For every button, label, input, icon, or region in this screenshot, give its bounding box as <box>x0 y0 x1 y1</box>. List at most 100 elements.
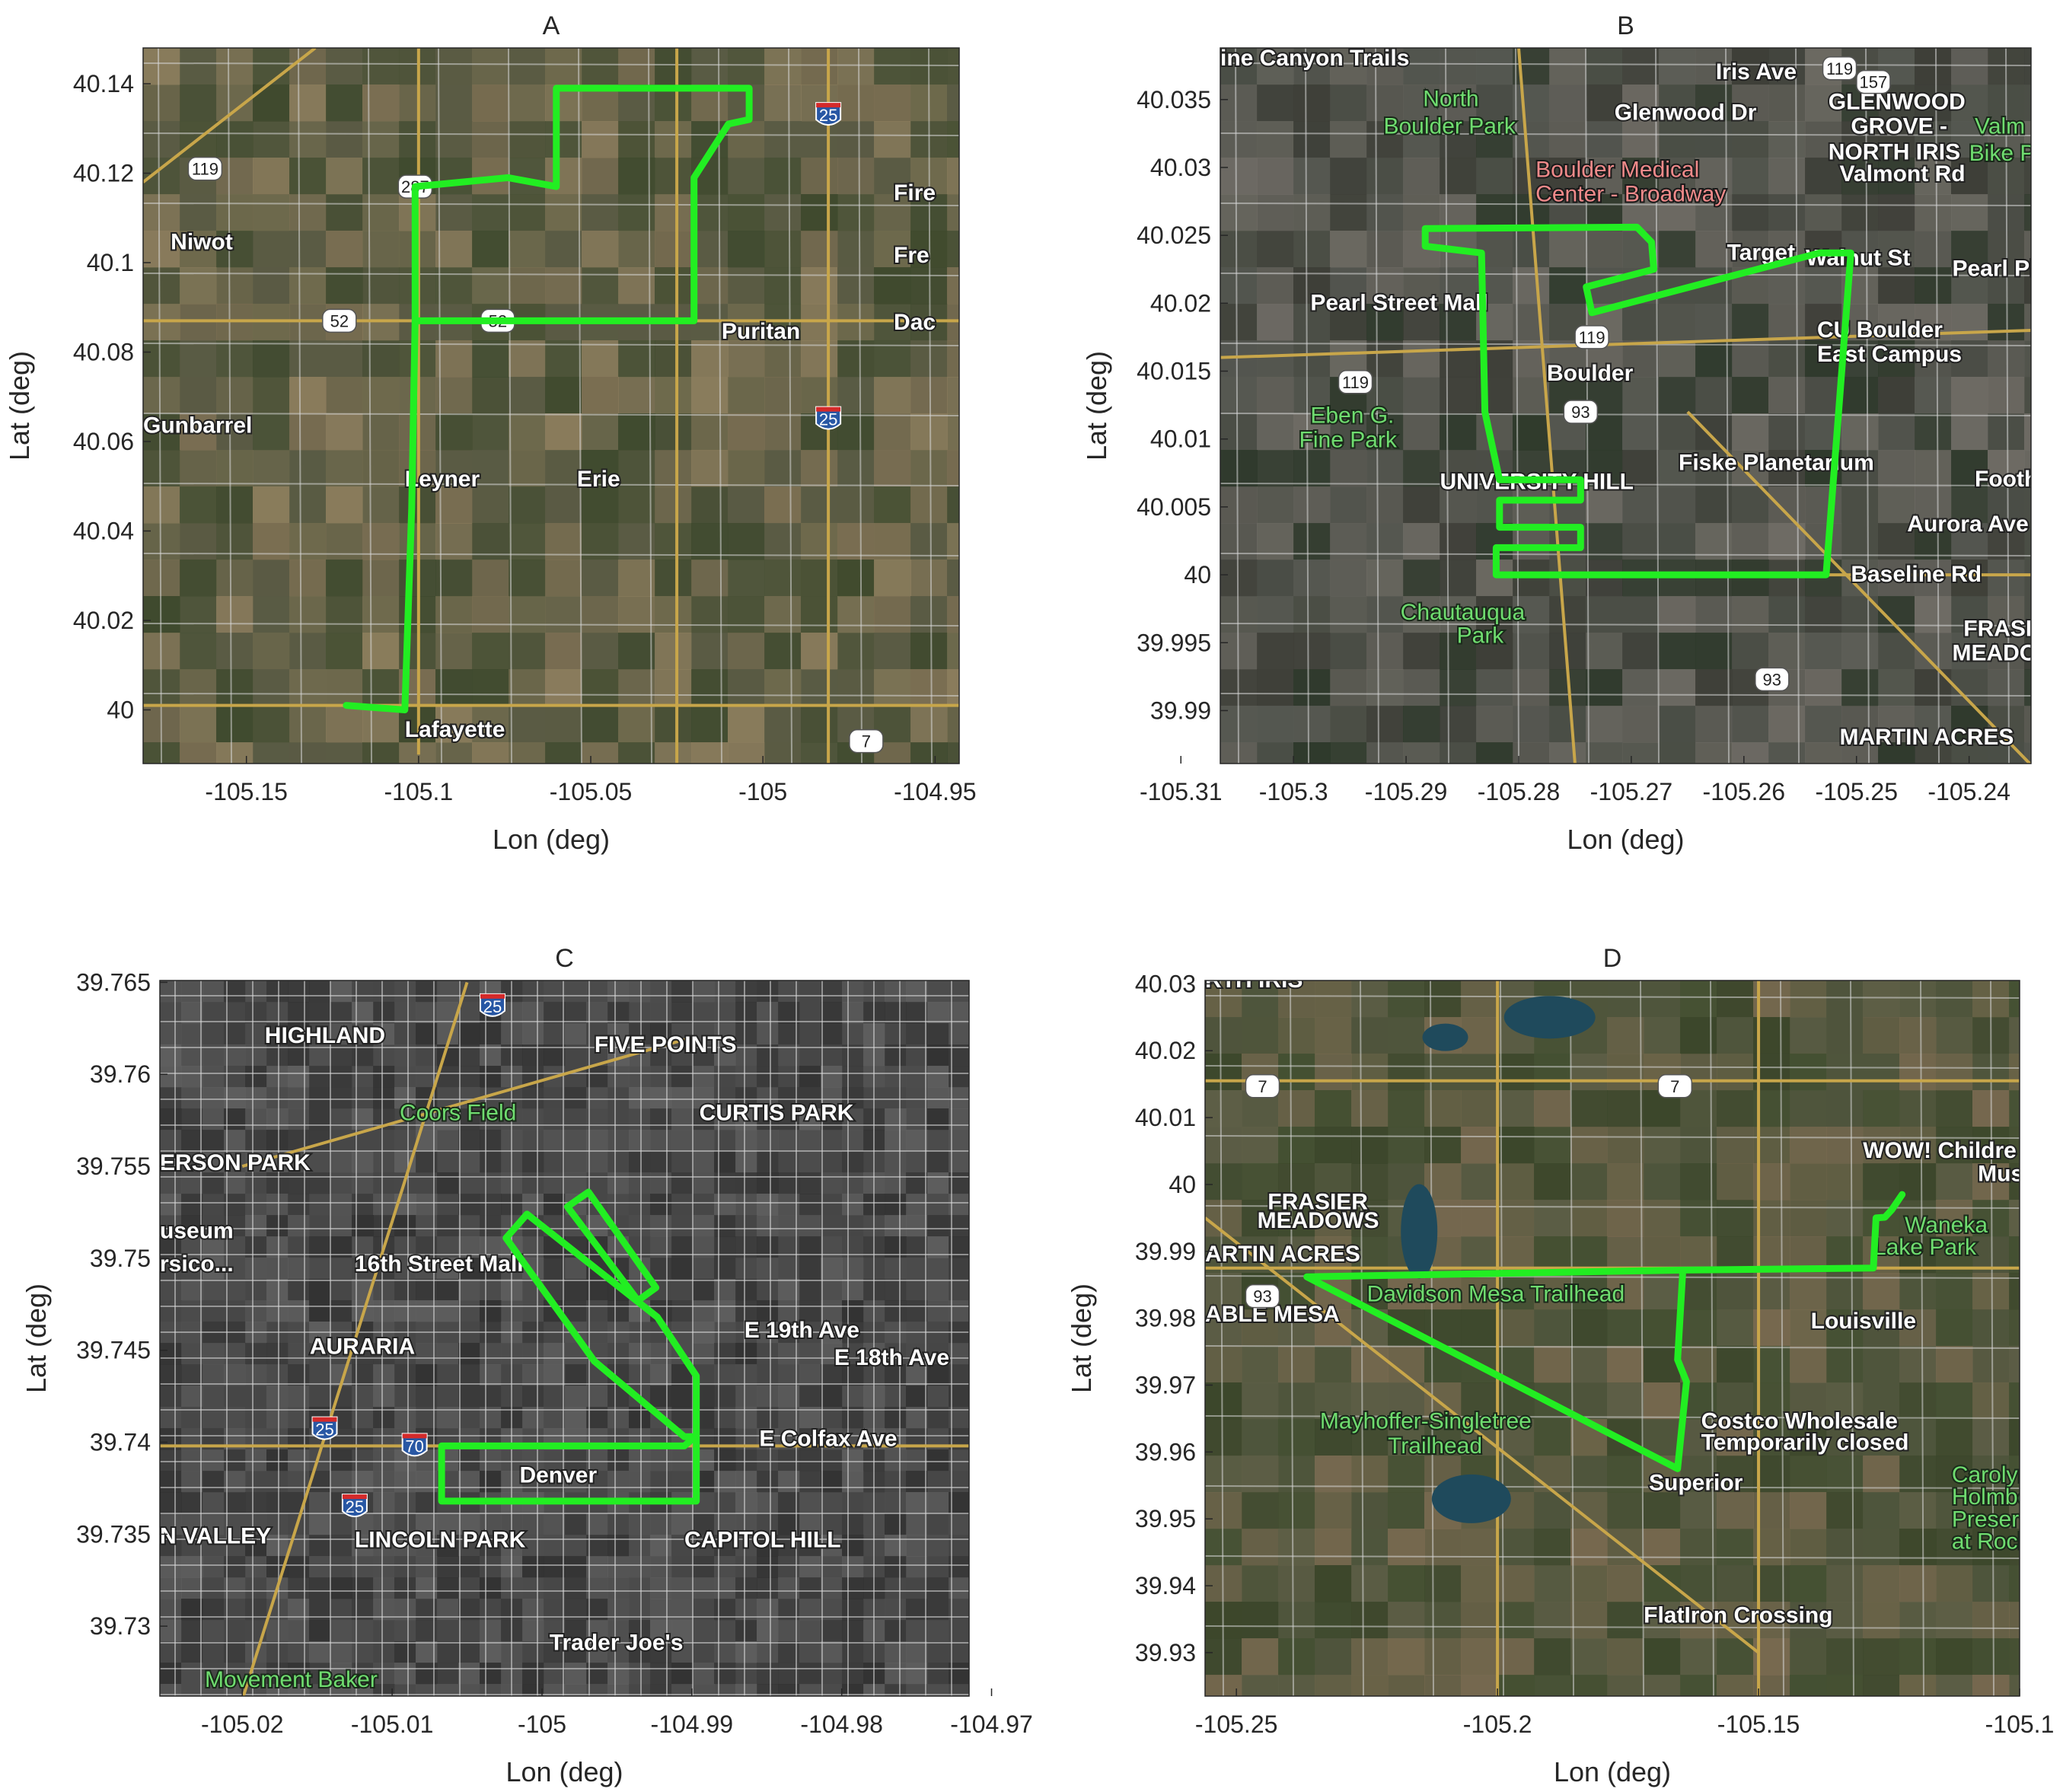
map-place-label: Boulder <box>1547 361 1634 386</box>
y-tick-label: 40.01 <box>1150 426 1211 453</box>
y-tick-label: 40.03 <box>1135 970 1196 997</box>
y-tick-label: 39.755 <box>76 1153 151 1180</box>
map-place-label: FRASIER <box>1267 1189 1368 1214</box>
gps-route-c <box>438 1210 700 1505</box>
map-place-label: Louisville <box>1811 1309 1916 1334</box>
map-place-label: Lake Park <box>1873 1235 1977 1260</box>
y-tick-label: 40.01 <box>1135 1104 1196 1131</box>
x-tick-label: -104.98 <box>800 1711 883 1738</box>
shield-number: 25 <box>315 1421 333 1440</box>
shield-number: 93 <box>1763 670 1781 689</box>
y-tick-label: 39.76 <box>90 1060 151 1088</box>
shield-number: 7 <box>862 732 871 751</box>
map-place-label: Valmont Rd <box>1840 161 1966 187</box>
y-tick-label: 40.02 <box>73 607 134 634</box>
map-place-label: Aurora Ave <box>1907 512 2029 537</box>
map-place-label: Coors Field <box>400 1101 516 1126</box>
map-place-label: useum <box>160 1218 234 1243</box>
map-place-label: Carolyn <box>1952 1462 2030 1487</box>
map-place-label: FIVE POINTS <box>595 1032 737 1057</box>
x-axis-label: Lon (deg) <box>493 824 610 855</box>
shield-number: 25 <box>819 410 837 429</box>
map-place-label: MARTIN ACRES <box>1840 725 2014 750</box>
y-tick-label: 39.96 <box>1135 1438 1196 1465</box>
highway-shield-icon: 93 <box>1563 400 1599 424</box>
y-tick-label: 39.73 <box>90 1612 151 1640</box>
map-place-label: CAPITOL HILL <box>684 1527 841 1552</box>
y-tick-label: 39.98 <box>1135 1305 1196 1332</box>
map-place-label: Superior <box>1649 1470 1743 1495</box>
map-place-label: Temporarily closed <box>1701 1430 1909 1456</box>
y-axis-label: Lat (deg) <box>1066 1283 1097 1393</box>
shield-number: 93 <box>1571 403 1589 422</box>
x-axis-label: Lon (deg) <box>505 1756 623 1787</box>
map-place-label: Niwot <box>171 229 233 254</box>
shield-number: 93 <box>1253 1287 1271 1306</box>
x-tick-label: -105.31 <box>1140 778 1223 805</box>
map-place-label: 16th Street Mall <box>355 1252 524 1277</box>
y-tick-label: 39.735 <box>76 1520 151 1548</box>
x-tick-label: -105.15 <box>205 778 288 805</box>
axes-frame <box>1204 980 2020 1697</box>
map-place-label: rsico... <box>160 1252 234 1277</box>
map-place-label: E Colfax Ave <box>759 1426 897 1451</box>
lake <box>1401 1184 1438 1279</box>
map-place-label: HIGHLAND <box>265 1023 385 1048</box>
y-tick-label: 40.12 <box>73 160 134 187</box>
interstate-shield-icon: 25 <box>341 1494 368 1518</box>
map-place-label: FlatIron Crossing <box>1644 1602 1832 1628</box>
map-place-label: Boulder Medical <box>1535 157 1699 182</box>
map-place-label: Erie <box>577 467 620 492</box>
shield-number: 52 <box>330 311 349 330</box>
x-tick-label: -104.97 <box>950 1711 1033 1738</box>
x-tick-label: -105.25 <box>1815 778 1898 805</box>
interstate-shield-icon: 25 <box>311 1416 338 1440</box>
map-place-label: Pearl Pkwy <box>1952 257 2063 282</box>
map-place-label: Fiske Planetarium <box>1679 451 1874 476</box>
lake <box>1431 1474 1511 1523</box>
y-tick-label: 40.02 <box>1150 289 1211 317</box>
map-place-label: GROVE - <box>1851 113 1947 139</box>
panel-c: HIGHLAND FIVE POINTS CURTIS PARK Coors Fiel… <box>21 944 1033 1787</box>
y-tick-label: 39.75 <box>90 1245 151 1272</box>
map-place-label: Baseline Rd <box>1851 562 1982 587</box>
map-place-label: GLENWOOD <box>1829 89 1966 114</box>
y-tick-label: 40 <box>107 697 134 724</box>
shield-number: 7 <box>1258 1077 1267 1096</box>
map-place-label: ERSON PARK <box>160 1150 311 1175</box>
y-tick-label: 39.94 <box>1135 1572 1196 1599</box>
map-place-label: at Rock... <box>1952 1529 2049 1554</box>
x-tick-label: -105 <box>738 778 787 805</box>
panel-a: Niwot Gunbarrel Puritan Leyner Erie Lafayette… <box>4 11 977 855</box>
x-tick-label: -105.1 <box>1985 1711 2055 1738</box>
satellite-map-c: HIGHLAND FIVE POINTS CURTIS PARK Coors Fiel… <box>160 980 969 1696</box>
shield-number: 25 <box>346 1497 364 1516</box>
y-axis-label: Lat (deg) <box>21 1283 52 1393</box>
x-tick-label: -105.1 <box>384 778 453 805</box>
x-tick-label: -105.24 <box>1927 778 2010 805</box>
y-axis-label: Lat (deg) <box>1081 351 1112 461</box>
axes-frame <box>142 47 960 764</box>
gps-route-c-loop <box>563 1188 660 1304</box>
x-axis-label: Lon (deg) <box>1567 824 1684 855</box>
map-place-label: ine Canyon Trails <box>1220 46 1409 71</box>
map-place-label: AURARIA <box>310 1334 415 1360</box>
map-place-label: Trailhead <box>1388 1433 1482 1459</box>
y-axis-label: Lat (deg) <box>4 351 35 461</box>
gps-route-b <box>1421 223 1854 579</box>
map-place-label: Mayhoffer-Singletree <box>1320 1409 1532 1434</box>
highway-shield-icon: 93 <box>1245 1283 1280 1309</box>
map-place-label: East Campus <box>1817 342 1962 367</box>
map-place-label: Movement Baker <box>205 1667 378 1692</box>
map-place-label: Walnut St <box>1806 245 1910 270</box>
map-place-label: WOW! Childre <box>1863 1138 2017 1163</box>
lake <box>1422 1023 1468 1051</box>
satellite-map-a: Niwot Gunbarrel Puritan Leyner Erie Lafayette… <box>143 48 959 764</box>
x-tick-label: -105.2 <box>1463 1711 1532 1738</box>
map-place-label: Park <box>1457 623 1505 648</box>
y-tick-label: 39.95 <box>1135 1505 1196 1532</box>
